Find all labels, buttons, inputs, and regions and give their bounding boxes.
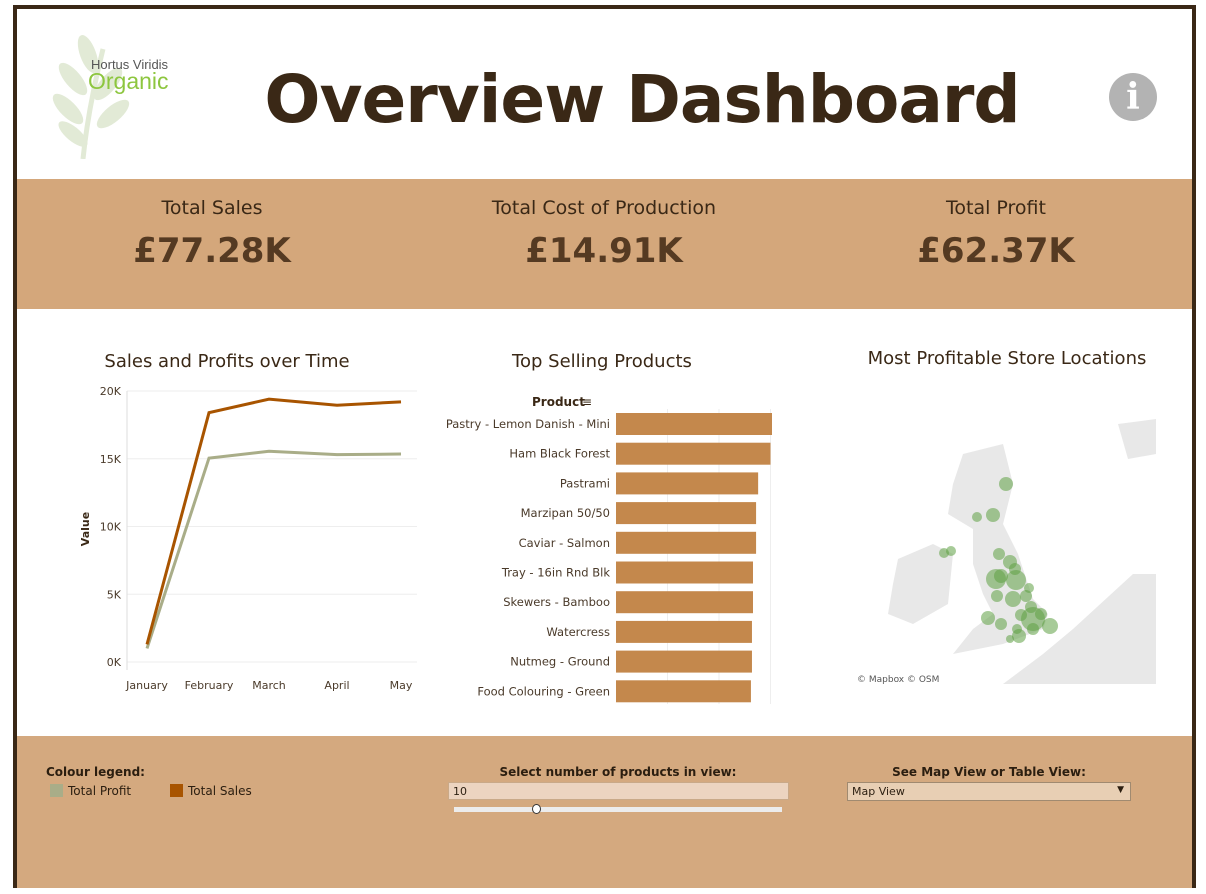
y-tick-label: 5K [107,588,122,601]
map-point [991,590,1003,602]
kpi-label: Total Profit [946,197,1046,219]
y-axis-label: Value [79,512,92,546]
map-point [1020,590,1032,602]
bar [616,442,771,465]
controls-band: Colour legend: Total Profit Total Sales … [17,736,1192,888]
bar [616,561,753,584]
legend-item-profit[interactable]: Total Profit [68,784,132,798]
map-point [1042,618,1058,634]
sort-icon: ≡ [582,395,592,409]
products-slider[interactable] [454,804,782,814]
bar-label: Watercress [546,625,610,639]
map-attribution: © Mapbox © OSM [857,675,939,684]
bar-label: Tray - 16in Rnd Blk [501,566,610,580]
page-title: Overview Dashboard [264,61,1020,138]
bar [616,413,772,435]
map-point [993,548,1005,560]
legend-title: Colour legend: [46,765,145,779]
series-line-total-sales [145,397,402,645]
map-point [981,611,995,625]
line-chart-title: Sales and Profits over Time [104,351,350,372]
bar [616,620,752,643]
legend-swatch-sales [170,784,183,797]
bar [616,531,757,554]
store-map[interactable]: © Mapbox © OSM [853,414,1156,684]
y-tick-label: 20K [100,385,122,398]
bar [616,502,757,525]
bar [616,472,759,495]
bar [616,591,753,614]
bar-chart[interactable]: Product≡ Pastry - Lemon Danish - Mini Ham … [432,384,772,704]
legend-item-sales[interactable]: Total Sales [188,784,252,798]
kpi-value: £77.28K [133,231,291,271]
kpi-label: Total Cost of Production [491,197,717,219]
slider-thumb[interactable] [532,804,541,814]
map-land-norway [1118,419,1156,459]
map-point [999,477,1013,491]
x-tick-label: March [252,679,286,692]
products-label: Select number of products in view: [499,765,737,779]
kpi-band: Total Sales £77.28K Total Cost of Product… [17,179,1192,309]
bar-label: Ham Black Forest [509,447,610,461]
map-land-ireland [888,544,953,624]
map-point [1021,607,1045,631]
map-title: Most Profitable Store Locations [867,348,1147,369]
x-tick-label: April [324,679,349,692]
map-point [972,512,982,522]
bar-label: Skewers - Bamboo [503,595,610,609]
x-tick-label: February [185,679,234,692]
chevron-down-icon: ▼ [1117,785,1124,795]
bar-label: Pastry - Lemon Danish - Mini [446,417,610,431]
products-input[interactable]: 10 [448,782,789,800]
map-point [1005,591,1021,607]
view-label: See Map View or Table View: [892,765,1086,779]
series-line-total-profit [145,449,402,649]
svg-text:Hortus Viridis: Hortus Viridis [91,57,169,72]
y-tick-label: 0K [107,656,122,669]
logo: Hortus Viridis Organic [52,35,169,159]
info-icon[interactable]: i [1109,73,1157,121]
legend-swatch-profit [50,784,63,797]
kpi-label: Total Sales [161,197,263,219]
bar-label: Caviar - Salmon [519,536,610,550]
bar-label: Nutmeg - Ground [510,655,610,669]
map-land-europe [1003,574,1156,684]
bar-label: Food Colouring - Green [477,684,610,698]
kpi-total-cost: Total Cost of Production £14.91K [409,179,799,271]
kpi-total-profit: Total Profit £62.37K [801,179,1191,271]
bar [616,680,751,703]
map-point [986,508,1000,522]
x-tick-label: May [390,679,413,692]
dashboard: Hortus Viridis Organic Overview Dashboar… [13,5,1196,888]
map-point [986,569,1006,589]
map-point [1027,623,1039,635]
bar-label: Marzipan 50/50 [521,506,610,520]
view-select[interactable]: Map View ▼ [847,782,1131,801]
kpi-value: £14.91K [525,231,683,271]
map-point [995,618,1007,630]
bar [616,650,752,673]
view-select-value: Map View [852,785,905,798]
line-chart[interactable]: 0K 5K 10K 15K 20K Value January February March Ap… [47,379,417,699]
x-tick-label: January [125,679,168,692]
y-tick-label: 10K [100,521,122,534]
map-point [1006,635,1014,643]
svg-text:Organic: Organic [88,68,169,94]
kpi-total-sales: Total Sales £77.28K [17,179,407,271]
y-axis-header: Product [532,395,585,409]
bar-chart-title: Top Selling Products [512,351,692,372]
map-point [1012,629,1026,643]
bar-label: Pastrami [560,476,610,490]
kpi-value: £62.37K [917,231,1075,271]
y-tick-label: 15K [100,453,122,466]
map-point [939,548,949,558]
map-point [1006,570,1026,590]
